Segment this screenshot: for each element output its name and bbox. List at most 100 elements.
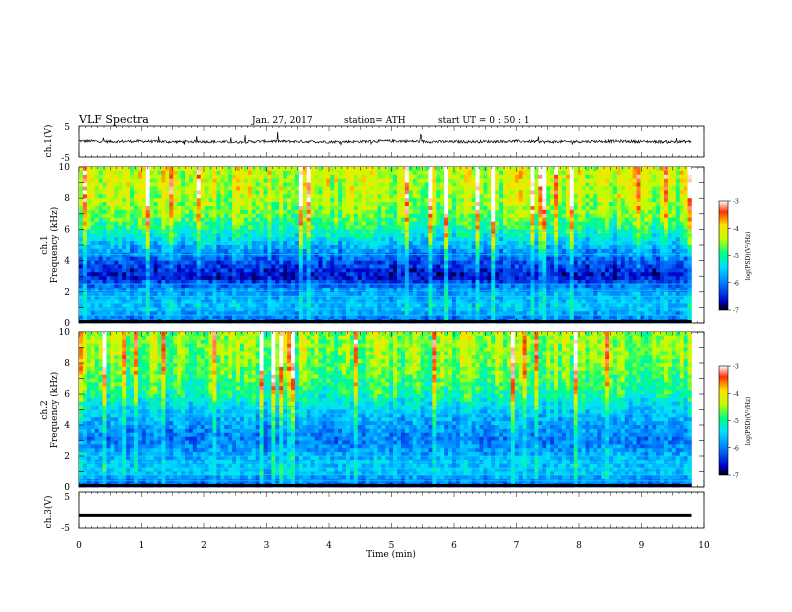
spectrogram-cell	[181, 229, 186, 234]
spectrogram-cell	[664, 167, 669, 172]
spectrogram-cell	[149, 198, 154, 203]
spectrogram-cell	[428, 209, 433, 215]
spectrogram-cell	[385, 272, 390, 277]
spectrogram-cell	[251, 280, 256, 285]
spectrogram-cell	[503, 241, 508, 246]
spectrogram-cell	[640, 229, 645, 234]
spectrogram-cell	[444, 198, 449, 203]
spectrogram-cell	[459, 213, 465, 218]
spectrogram-cell	[687, 229, 692, 234]
spectrogram-cell	[683, 252, 688, 257]
spectrogram-cell	[389, 178, 394, 183]
spectrogram-cell	[612, 225, 618, 230]
spectrogram-cell	[679, 245, 684, 250]
spectrogram-cell	[385, 237, 390, 242]
spectrogram-cell	[628, 178, 633, 183]
spectrogram-cell	[660, 280, 665, 285]
spectrogram-cell	[522, 252, 527, 257]
spectrogram-cell	[232, 248, 237, 254]
spectrogram-cell	[114, 229, 119, 234]
spectrogram-cell	[491, 280, 496, 285]
spectrogram-cell	[287, 174, 292, 179]
spectrogram-cell	[664, 280, 669, 285]
spectrogram-cell	[137, 237, 143, 242]
spectrogram-cell	[487, 190, 492, 195]
spectrogram-cell	[510, 194, 516, 199]
spectrogram-cell	[522, 178, 527, 183]
spectrogram-cell	[126, 170, 131, 176]
spectrogram-cell	[181, 217, 186, 222]
spectrogram-cell	[102, 245, 107, 250]
spectrogram-cell	[565, 194, 571, 199]
spectrogram-cell	[98, 260, 103, 265]
spectrogram-cell	[479, 178, 484, 183]
spectrogram-cell	[475, 190, 480, 195]
spectrogram-cell	[581, 167, 586, 172]
spectrogram-cell	[345, 194, 351, 199]
spectrogram-cell	[342, 229, 347, 234]
start-time-label: start UT = 0 : 50 : 1	[438, 116, 530, 126]
spectrogram-cell	[612, 221, 618, 226]
spectrogram-cell	[188, 284, 194, 289]
spectrogram-cell	[640, 256, 645, 261]
spectrogram-cell	[236, 276, 241, 281]
spectrogram-cell	[644, 170, 649, 176]
spectrogram-cell	[687, 276, 692, 281]
spectrogram-cell	[322, 245, 327, 250]
spectrogram-cell	[310, 284, 315, 289]
spectrogram-cell	[314, 280, 319, 285]
spectrogram-cell	[314, 225, 319, 230]
spectrogram-cell	[393, 186, 398, 191]
spectrogram-cell	[361, 284, 366, 289]
spectrogram-cell	[436, 229, 441, 234]
spectrogram-cell	[86, 256, 92, 261]
spectrogram-cell	[130, 276, 135, 281]
spectrogram-cell	[334, 272, 339, 277]
spectrogram-cell	[499, 174, 504, 179]
spectrogram-cell	[605, 206, 610, 211]
spectrogram-cell	[114, 178, 119, 183]
spectrogram-cell	[416, 245, 421, 250]
spectrogram-cell	[232, 229, 237, 234]
spectrogram-cell	[683, 167, 688, 172]
spectrogram-cell	[126, 252, 131, 257]
spectrogram-cell	[216, 209, 221, 215]
spectrogram-cell	[420, 174, 425, 179]
spectrogram-cell	[491, 245, 496, 250]
spectrogram-cell	[181, 264, 186, 269]
spectrogram-cell	[561, 213, 567, 218]
spectrogram-cell	[102, 206, 107, 211]
spectrogram-cell	[86, 194, 92, 199]
spectrogram-cell	[149, 268, 154, 273]
spectrogram-cell	[263, 182, 268, 187]
spectrogram-cell	[436, 256, 441, 261]
spectrogram-cell	[149, 276, 154, 281]
spectrogram-cell	[334, 198, 339, 203]
spectrogram-cell	[601, 217, 606, 222]
spectrogram-cell	[314, 272, 319, 277]
spectrogram-cell	[377, 186, 382, 191]
spectrogram-cell	[404, 260, 410, 265]
spectrogram-cell	[660, 182, 665, 187]
spectrogram-cell	[440, 202, 445, 207]
spectrogram-cell	[141, 233, 147, 238]
spectrogram-cell	[373, 264, 378, 269]
spectrogram-cell	[130, 284, 135, 289]
spectrogram-cell	[538, 280, 543, 285]
spectrogram-cell	[208, 268, 213, 273]
spectrogram-cell	[185, 284, 190, 289]
spectrogram-cell	[86, 170, 92, 176]
spectrogram-cell	[538, 174, 543, 179]
spectrogram-cell	[306, 241, 311, 246]
spectrogram-cell	[640, 198, 645, 203]
spectrogram-cell	[546, 241, 551, 246]
spectrogram-cell	[314, 284, 319, 289]
spectrogram-cell	[400, 206, 406, 211]
spectrogram-cell	[153, 276, 158, 281]
spectrogram-cell	[667, 252, 673, 257]
spectrogram-cell	[208, 237, 213, 242]
spectrogram-cell	[318, 264, 323, 269]
spectrogram-cell	[381, 202, 386, 207]
spectrogram-cell	[306, 260, 311, 265]
spectrogram-cell	[428, 198, 433, 203]
